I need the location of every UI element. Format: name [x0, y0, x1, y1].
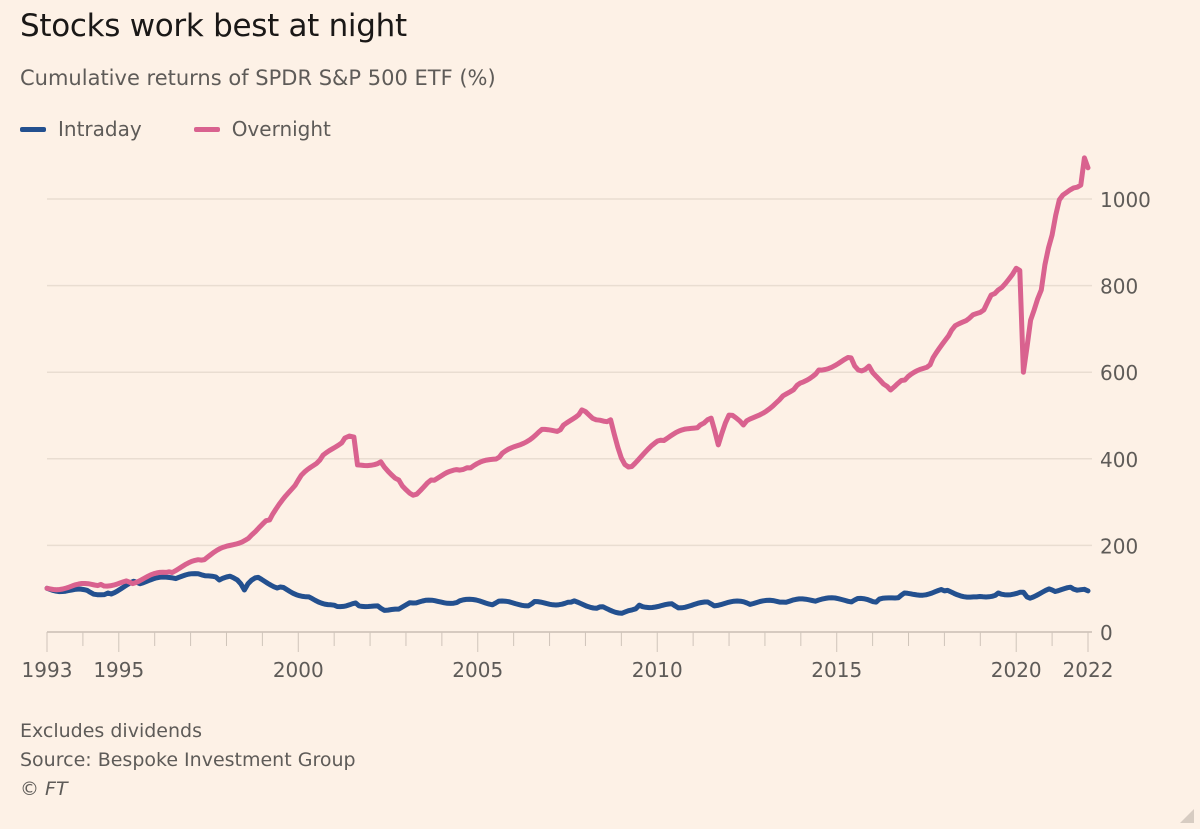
chart-subtitle: Cumulative returns of SPDR S&P 500 ETF (… [20, 66, 496, 90]
legend-item-intraday: Intraday [20, 117, 142, 141]
legend-label-overnight: Overnight [231, 117, 331, 141]
series-line-overnight [44, 155, 1091, 593]
x-tick-label: 2000 [273, 658, 324, 682]
x-tick-label: 2005 [452, 658, 503, 682]
legend-swatch-overnight [193, 126, 220, 132]
x-tick-label: 2020 [991, 658, 1042, 682]
x-tick-label: 2010 [632, 658, 683, 682]
y-tick-label: 600 [1100, 361, 1138, 385]
y-tick-label: 800 [1100, 275, 1138, 299]
chart-plot: 0 200 400 600 800 1000 1993 1995 2000 2005 2010 201… [22, 155, 1151, 682]
legend: Intraday Overnight [20, 117, 331, 141]
legend-swatch-intraday [20, 126, 46, 132]
resize-grip-icon[interactable] [1180, 809, 1194, 823]
footer-note: Excludes dividends [20, 720, 202, 742]
y-tick-label: 200 [1100, 534, 1138, 558]
x-tick-label: 2022 [1063, 658, 1114, 682]
footer-source: Source: Bespoke Investment Group [20, 749, 356, 771]
legend-item-overnight: Overnight [193, 117, 331, 141]
y-tick-label: 400 [1100, 448, 1138, 472]
x-tick-label: 2015 [811, 658, 862, 682]
x-tick-label: 1993 [22, 658, 73, 682]
y-tick-label: 1000 [1100, 188, 1151, 212]
chart-title: Stocks work best at night [20, 8, 407, 44]
x-tick-label: 1995 [93, 658, 144, 682]
footer-copyright: © FT [20, 778, 68, 800]
series-line-intraday [44, 571, 1091, 616]
y-tick-label: 0 [1100, 621, 1113, 645]
legend-label-intraday: Intraday [58, 117, 142, 141]
